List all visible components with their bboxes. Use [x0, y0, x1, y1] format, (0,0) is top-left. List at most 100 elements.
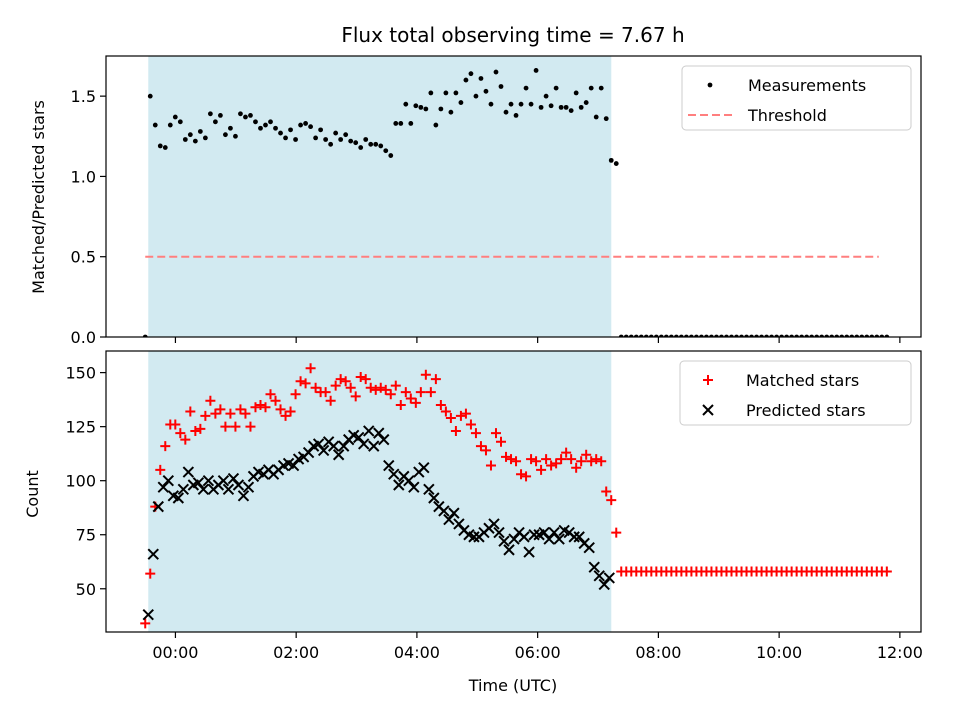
y-tick-label: 100: [65, 472, 96, 491]
predicted-stars-point: [453, 518, 465, 530]
x-tick-label: 08:00: [635, 643, 681, 662]
measurements-point: [333, 130, 339, 136]
measurements-point: [488, 101, 494, 107]
measurements-point: [483, 88, 489, 94]
measurements-point: [613, 161, 619, 166]
measurements-point: [328, 141, 334, 147]
matched-stars-point: [496, 436, 507, 447]
measurements-point: [343, 132, 349, 138]
matched-stars-point: [430, 374, 441, 385]
measurements-point: [528, 101, 534, 107]
matched-stars-point: [596, 456, 607, 467]
predicted-stars-point: [573, 531, 585, 543]
matched-stars-point: [470, 428, 481, 439]
matched-stars-point: [240, 408, 251, 419]
matched-stars-point: [185, 406, 196, 417]
predicted-stars-point: [443, 513, 455, 526]
measurements-point: [288, 127, 293, 133]
y-tick-label: 150: [65, 364, 96, 383]
measurements-point: [508, 101, 514, 107]
measurements-point: [558, 104, 564, 110]
measurements-point: [468, 71, 474, 77]
matched-stars-point: [360, 374, 371, 385]
measurements-point: [378, 143, 384, 149]
matched-stars-point: [566, 454, 577, 465]
matched-stars-point: [255, 400, 266, 411]
matched-stars-point: [390, 380, 401, 391]
matched-stars-point: [485, 460, 496, 471]
legend-label: Matched stars: [746, 371, 859, 390]
matched-stars-point: [370, 384, 381, 395]
measurements-point: [218, 113, 223, 118]
predicted-stars-point: [548, 526, 560, 539]
y-tick-label: 125: [65, 418, 96, 437]
measurements-point: [147, 93, 153, 99]
predicted-stars-point: [182, 466, 195, 478]
x-tick-label: 06:00: [515, 643, 561, 662]
matched-stars-point: [506, 454, 517, 465]
measurements-point: [463, 77, 469, 83]
measurements-point: [453, 90, 459, 96]
measurements-point: [157, 143, 163, 149]
matched-stars-point: [601, 486, 612, 497]
measurements-point: [578, 104, 584, 110]
matched-stars-point: [450, 425, 461, 436]
measurements-point: [513, 113, 519, 118]
measurements-point: [583, 100, 589, 105]
matched-stars-point: [330, 380, 341, 391]
predicted-stars-point: [448, 507, 460, 519]
measurements-point: [553, 85, 559, 91]
y-tick-label: 1.5: [71, 87, 96, 106]
y-tick-label: 1.0: [71, 167, 96, 186]
measurements-point: [418, 104, 424, 110]
measurements-point: [293, 137, 298, 142]
matched-stars-point: [521, 471, 532, 482]
y-tick-label: 0.5: [71, 248, 96, 267]
predicted-stars-point: [438, 505, 450, 517]
matched-stars-point: [305, 363, 316, 374]
measurements-point: [573, 90, 579, 96]
legend-label: Threshold: [747, 106, 827, 125]
measurements-point: [413, 103, 419, 109]
predicted-stars-point: [332, 449, 345, 461]
matched-stars-point: [375, 382, 386, 393]
matched-stars-point: [275, 404, 286, 415]
predicted-stars-point: [583, 541, 595, 554]
measurements-point: [268, 119, 273, 125]
y-tick-label: 0.0: [71, 328, 96, 347]
legend-label: Measurements: [748, 76, 866, 95]
measurements-point: [197, 129, 203, 134]
predicted-stars-point: [172, 492, 185, 504]
predicted-stars-point: [378, 433, 390, 446]
predicted-stars-point: [393, 479, 405, 491]
matched-stars-point: [541, 454, 552, 465]
matched-stars-point: [245, 421, 256, 432]
predicted-stars-point: [403, 474, 415, 487]
measurements-point: [258, 125, 263, 131]
measurements-point: [233, 133, 238, 139]
predicted-stars-point: [358, 438, 370, 450]
measurements-point: [588, 85, 594, 91]
predicted-stars-point: [162, 474, 175, 487]
measurements-point: [598, 85, 604, 91]
predicted-stars-point: [317, 444, 330, 457]
measurements-point: [458, 100, 464, 105]
predicted-stars-point: [423, 483, 435, 496]
measurements-point: [428, 90, 434, 96]
matched-stars-point: [586, 456, 597, 467]
measurements-point: [518, 101, 524, 107]
measurements-point: [172, 114, 178, 120]
predicted-stars-point: [528, 529, 540, 541]
matched-stars-point: [285, 406, 296, 417]
matched-stars-point: [295, 376, 306, 387]
matched-stars-point: [611, 527, 622, 538]
measurements-point: [438, 106, 444, 112]
measurements-point: [593, 114, 599, 120]
legend-label: Predicted stars: [746, 401, 866, 420]
observing-span-shade: [148, 56, 612, 337]
predicted-stars-point: [428, 492, 440, 504]
matched-stars-point: [395, 400, 406, 411]
matched-stars-point: [400, 387, 411, 398]
predicted-stars-point: [242, 481, 255, 493]
matched-stars-point: [230, 421, 241, 432]
